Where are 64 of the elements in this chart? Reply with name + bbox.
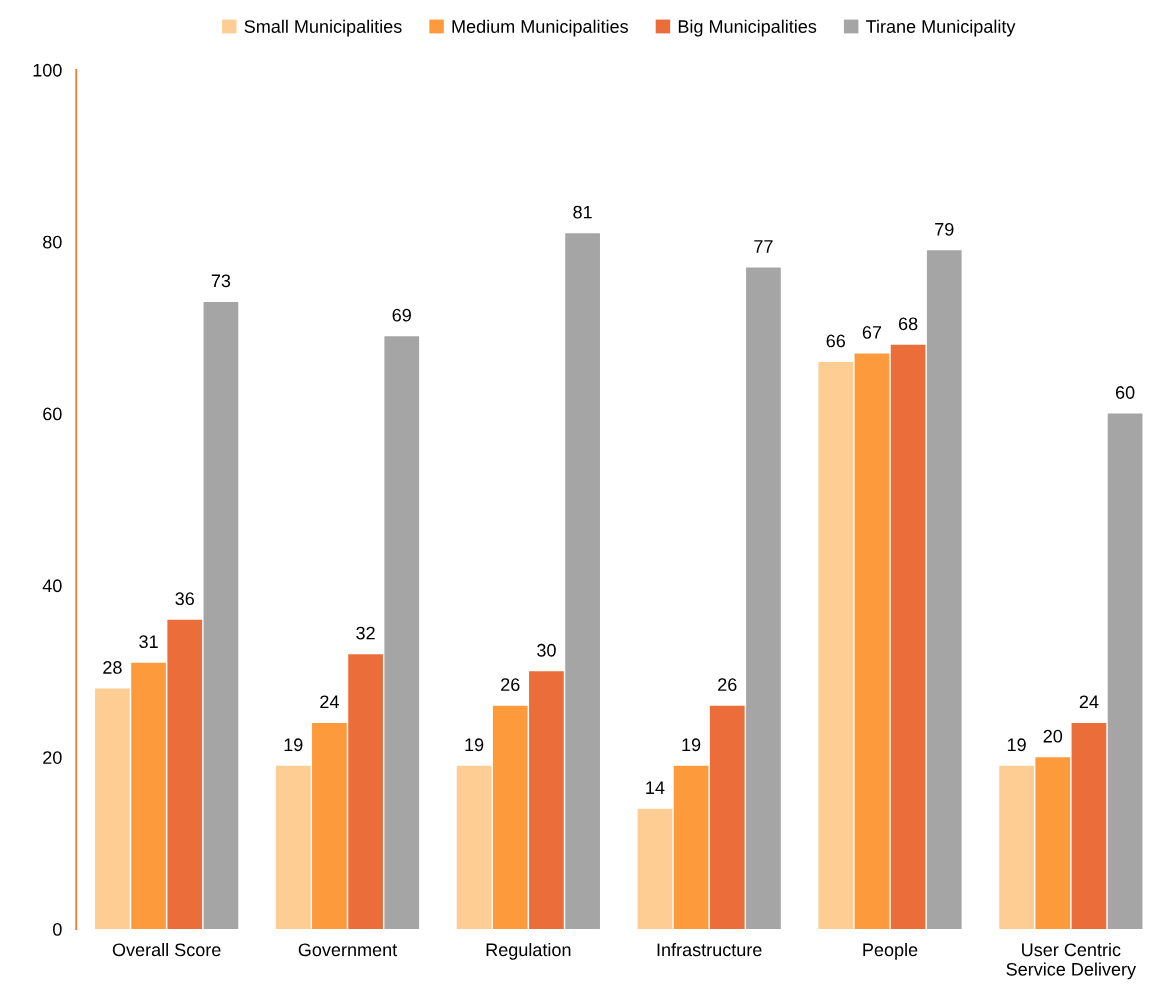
data-label: 24 <box>320 695 339 709</box>
y-tick-label: 40 <box>42 579 62 593</box>
bar <box>1035 757 1071 930</box>
x-tick-label: Infrastructure <box>657 942 762 957</box>
data-label: 20 <box>1043 729 1063 743</box>
legend-label: Medium Municipalities <box>452 19 628 37</box>
bar <box>746 267 781 930</box>
data-label: 26 <box>718 678 737 692</box>
data-label: 81 <box>573 205 592 219</box>
data-label: 67 <box>862 325 882 339</box>
data-label: 31 <box>139 635 158 649</box>
data-label: 28 <box>103 661 122 674</box>
bar <box>1107 413 1143 930</box>
bar <box>890 344 926 930</box>
bar <box>637 808 673 930</box>
data-label: 19 <box>1007 738 1026 752</box>
bar <box>999 765 1034 930</box>
bar <box>1071 722 1107 930</box>
x-tick-label: Government <box>298 943 398 957</box>
bar <box>456 765 492 930</box>
data-label: 24 <box>1079 695 1099 709</box>
data-label: 32 <box>356 626 375 640</box>
data-label: 60 <box>1115 386 1135 399</box>
legend-label: Small Municipalities <box>244 19 402 37</box>
data-label: 66 <box>826 334 846 348</box>
data-label: 19 <box>682 738 701 752</box>
data-label: 68 <box>898 317 918 331</box>
data-label: 77 <box>754 240 773 253</box>
y-tick-label: 60 <box>43 407 62 421</box>
bar <box>854 353 890 930</box>
legend-label: Tirane Municipality <box>866 19 1016 37</box>
x-tick-label: Regulation <box>486 942 571 960</box>
bar <box>926 250 962 930</box>
y-tick-label: 20 <box>43 751 62 764</box>
bar <box>275 765 311 930</box>
data-label: 26 <box>501 678 520 692</box>
bar <box>818 362 854 930</box>
bar <box>312 722 347 930</box>
bar <box>203 301 239 930</box>
x-tick-label: User Centric Service Delivery <box>1006 942 1137 980</box>
data-label: 79 <box>935 222 954 236</box>
data-label: 69 <box>392 308 411 322</box>
data-label: 30 <box>537 643 556 657</box>
x-tick-label: People <box>863 942 918 960</box>
bar <box>529 671 564 930</box>
bar <box>673 765 709 930</box>
data-label: 73 <box>211 274 231 288</box>
bar <box>709 705 745 930</box>
y-tick-label: 100 <box>33 63 62 77</box>
data-label: 14 <box>646 781 665 794</box>
bar <box>384 336 420 930</box>
y-tick-label: 80 <box>43 235 62 249</box>
legend-label: Big Municipalities <box>678 19 817 37</box>
y-tick-label: 0 <box>53 923 62 936</box>
bar <box>348 654 383 930</box>
data-label: 36 <box>175 592 194 606</box>
data-label: 19 <box>284 738 303 752</box>
bar <box>131 662 166 930</box>
bar <box>95 688 130 930</box>
bar <box>565 233 600 930</box>
bar <box>492 705 528 930</box>
x-tick-label: Overall Score <box>112 942 221 957</box>
data-label: 19 <box>465 738 484 752</box>
bar <box>167 619 203 930</box>
